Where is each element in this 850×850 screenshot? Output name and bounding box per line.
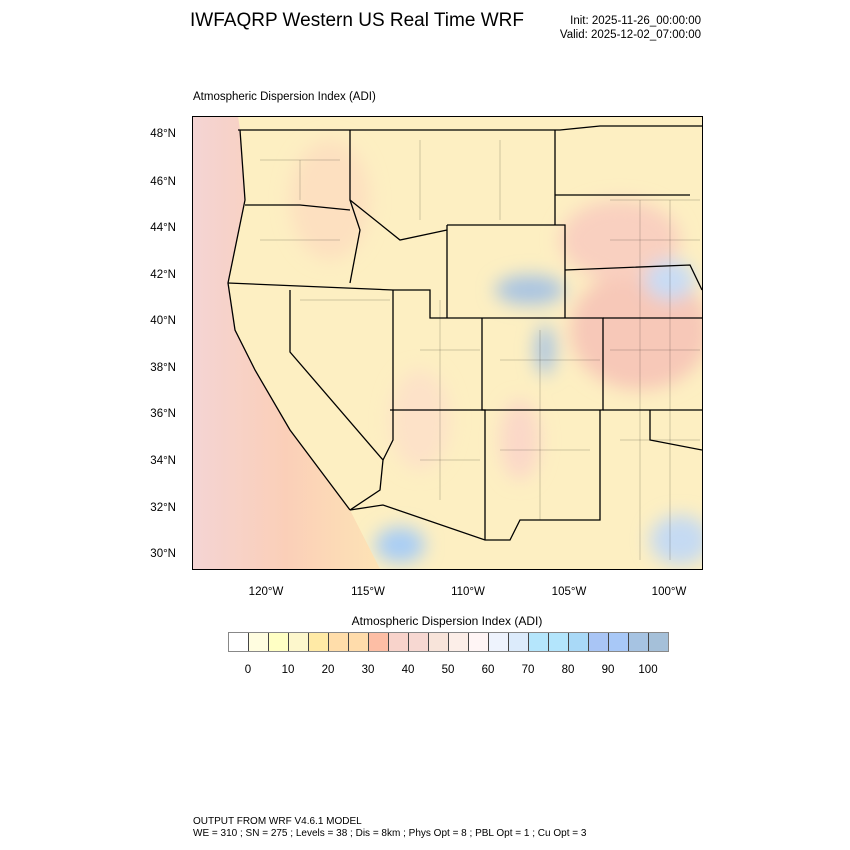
map-subtitle: Atmospheric Dispersion Index (ADI) (193, 91, 376, 103)
lat-label: 46°N (150, 176, 176, 188)
lat-label: 34°N (150, 455, 176, 467)
legend-tick-label: 90 (601, 664, 615, 676)
lat-label: 32°N (150, 502, 176, 514)
legend-tick-label: 70 (521, 664, 535, 676)
county-boundaries (260, 140, 700, 560)
legend-swatch (629, 633, 649, 651)
lat-label: 42°N (150, 269, 176, 281)
legend-swatch (229, 633, 249, 651)
legend-swatch (389, 633, 409, 651)
legend-swatch (369, 633, 389, 651)
lon-label: 105°W (551, 586, 587, 598)
adi-field (290, 140, 702, 565)
legend-swatch (589, 633, 609, 651)
legend-tick-label: 10 (281, 664, 295, 676)
color-legend (228, 632, 669, 652)
legend-tick-label: 40 (401, 664, 415, 676)
legend-tick-label: 80 (561, 664, 575, 676)
map-frame (192, 116, 703, 570)
legend-title: Atmospheric Dispersion Index (ADI) (351, 614, 543, 628)
lat-label: 48°N (150, 128, 176, 140)
legend-swatch (549, 633, 569, 651)
legend-swatch (269, 633, 289, 651)
legend-swatch (509, 633, 529, 651)
model-info: OUTPUT FROM WRF V4.6.1 MODEL WE = 310 ; … (193, 816, 586, 839)
legend-swatch (329, 633, 349, 651)
legend-swatch (489, 633, 509, 651)
lat-label: 30°N (150, 548, 176, 560)
legend-swatch (609, 633, 629, 651)
lon-label: 110°W (451, 586, 485, 598)
legend-swatch (349, 633, 369, 651)
legend-swatch (249, 633, 269, 651)
legend-swatch (289, 633, 309, 651)
lat-label: 44°N (150, 222, 176, 234)
valid-time: Valid: 2025-12-02_07:00:00 (559, 29, 701, 41)
legend-tick-label: 0 (244, 664, 252, 676)
state-boundaries (227, 125, 702, 541)
model-info-line1: OUTPUT FROM WRF V4.6.1 MODEL (193, 816, 362, 827)
model-info-line2: WE = 310 ; SN = 275 ; Levels = 38 ; Dis … (193, 827, 587, 839)
page-title: IWFAQRP Western US Real Time WRF (190, 10, 524, 31)
lat-label: 36°N (150, 408, 176, 420)
legend-tick-label: 50 (441, 664, 455, 676)
lon-label: 100°W (651, 586, 687, 598)
lon-label: 115°W (351, 586, 385, 598)
run-times: Init: 2025-11-26_00:00:00 Valid: 2025-12… (560, 14, 701, 42)
legend-swatch (469, 633, 489, 651)
legend-tick-label: 20 (321, 664, 335, 676)
init-time: Init: 2025-11-26_00:00:00 (570, 15, 701, 27)
legend-tick-label: 100 (638, 664, 658, 676)
legend-swatch (449, 633, 469, 651)
legend-tick-label: 30 (361, 664, 375, 676)
adi-map (192, 116, 702, 569)
legend-swatch (529, 633, 549, 651)
legend-swatch (649, 633, 668, 651)
legend-tick-label: 60 (481, 664, 495, 676)
legend-swatch (429, 633, 449, 651)
lat-label: 40°N (150, 315, 176, 327)
legend-swatch (409, 633, 429, 651)
legend-swatch (309, 633, 329, 651)
legend-swatch (569, 633, 589, 651)
lon-label: 120°W (248, 586, 284, 598)
lat-label: 38°N (150, 362, 176, 374)
